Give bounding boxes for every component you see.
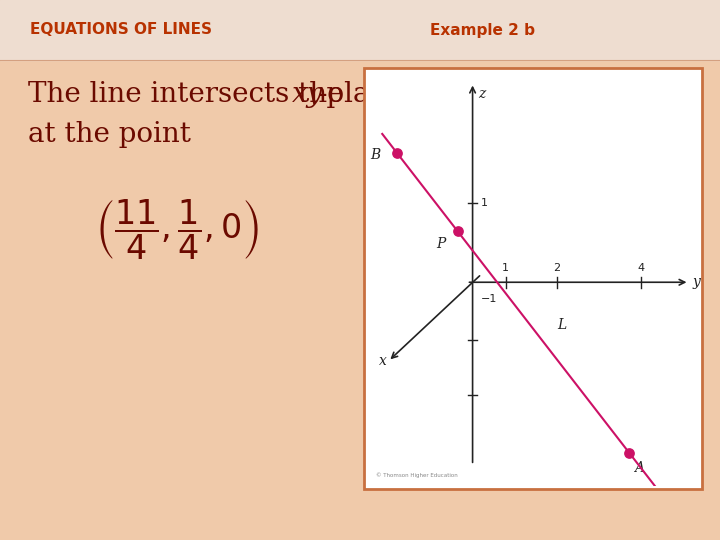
Text: $\left(\dfrac{11}{4},\dfrac{1}{4},0\right)$: $\left(\dfrac{11}{4},\dfrac{1}{4},0\righ… <box>95 198 259 262</box>
Text: at the point: at the point <box>28 122 191 148</box>
Text: L: L <box>557 318 566 332</box>
Text: x: x <box>379 354 387 368</box>
Point <box>451 227 463 235</box>
Text: 2: 2 <box>554 262 560 273</box>
Text: The line intersects the: The line intersects the <box>28 82 352 109</box>
Bar <box>364 68 702 489</box>
Text: B: B <box>371 148 381 163</box>
Point <box>624 448 635 457</box>
Text: P: P <box>436 238 446 251</box>
Text: EQUATIONS OF LINES: EQUATIONS OF LINES <box>30 23 212 37</box>
Text: Example 2 b: Example 2 b <box>430 23 535 37</box>
Text: © Thomson Higher Education: © Thomson Higher Education <box>377 472 458 478</box>
Text: A: A <box>634 461 644 475</box>
Text: 1: 1 <box>503 262 509 273</box>
Text: z: z <box>478 87 485 101</box>
Text: -plane: -plane <box>318 82 405 109</box>
Bar <box>0 0 720 60</box>
Point <box>392 149 403 158</box>
Text: 1: 1 <box>481 198 488 208</box>
Text: 4: 4 <box>638 262 644 273</box>
Text: y: y <box>693 275 701 289</box>
Text: xy: xy <box>292 82 323 109</box>
Text: −1: −1 <box>481 294 498 304</box>
